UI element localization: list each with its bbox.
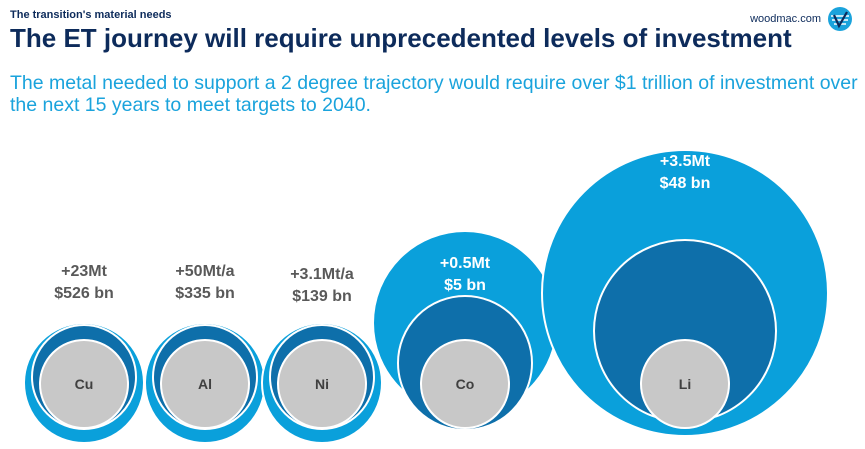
investment-label-al: $335 bn [175, 285, 235, 302]
volume-label-co: +0.5Mt [440, 255, 491, 272]
volume-label-ni: +3.1Mt/a [290, 266, 354, 283]
investment-label-cu: $526 bn [54, 285, 114, 302]
metal-symbol-ni: Ni [315, 376, 329, 392]
bubble-inner-co [420, 339, 510, 429]
volume-label-cu: +23Mt [61, 263, 107, 280]
brand-url[interactable]: woodmac.com [750, 13, 821, 25]
volume-label-al: +50Mt/a [175, 263, 234, 280]
metal-symbol-al: Al [198, 376, 212, 392]
metal-symbol-cu: Cu [75, 376, 94, 392]
bubble-inner-ni [277, 339, 367, 429]
investment-label-co: $5 bn [444, 277, 486, 294]
bubble-inner-al [160, 339, 250, 429]
brand[interactable]: woodmac.com [750, 6, 853, 32]
page-title: The ET journey will require unprecedente… [10, 23, 792, 53]
bubble-inner-li [640, 339, 730, 429]
metal-symbol-li: Li [679, 376, 691, 392]
section-label: The transition's material needs [10, 9, 172, 21]
metal-symbol-co: Co [456, 376, 475, 392]
bubble-inner-cu [39, 339, 129, 429]
investment-label-ni: $139 bn [292, 288, 352, 305]
page-subtitle: The metal needed to support a 2 degree t… [10, 72, 858, 116]
woodmac-logo-icon [828, 7, 852, 31]
investment-label-li: $48 bn [660, 175, 711, 192]
volume-label-li: +3.5Mt [660, 153, 711, 170]
